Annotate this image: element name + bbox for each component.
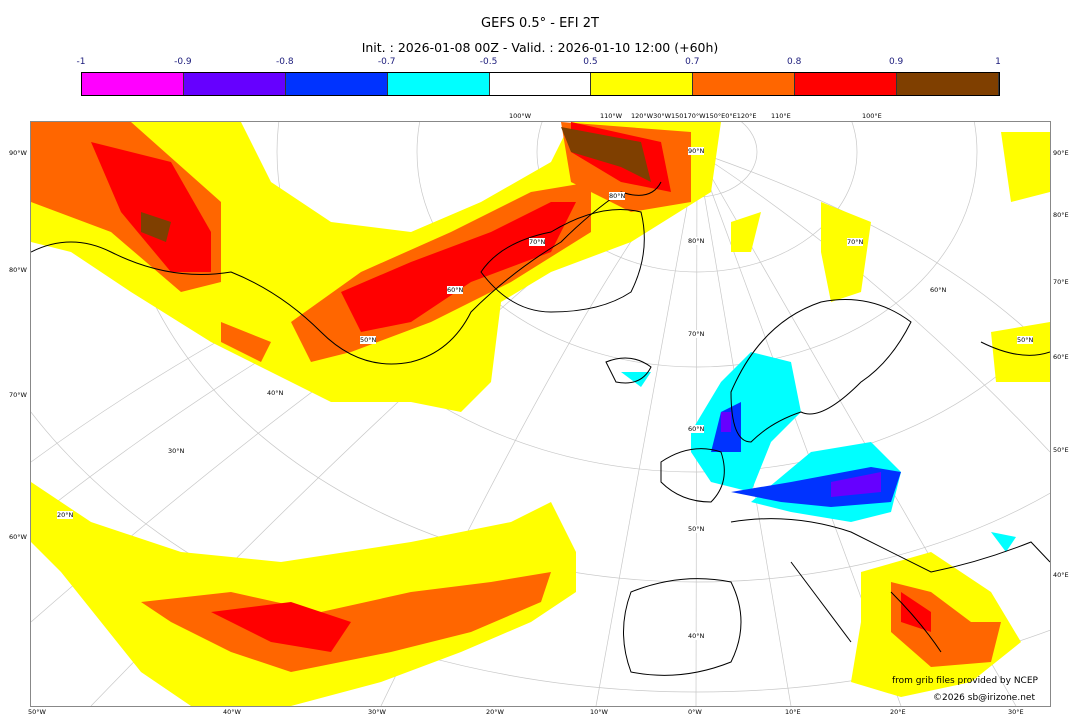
inner-axis-label: 30°N <box>168 447 185 455</box>
colorbar-swatch <box>489 73 592 95</box>
colorbar-swatch <box>285 73 388 95</box>
colorbar-tick-label: -0.8 <box>275 57 294 67</box>
top-axis-label: 110°W <box>600 112 623 120</box>
inner-axis-label: 70°N <box>688 330 705 338</box>
right-axis-label: 80°E <box>1053 211 1069 219</box>
left-axis-label: 80°W <box>9 266 27 274</box>
colorbar-tick-label: 0.9 <box>888 57 904 67</box>
colorbar <box>81 72 1000 96</box>
colorbar-tick-label: -1 <box>76 57 86 67</box>
inner-axis-label: 40°N <box>267 389 284 397</box>
colorbar-swatch <box>795 73 898 95</box>
bottom-axis-label: 10°W <box>590 708 608 716</box>
bottom-axis-label: 50°W <box>28 708 46 716</box>
right-axis-label: 60°E <box>1053 353 1069 361</box>
bottom-axis-label: 0°W <box>688 708 702 716</box>
colorbar-tick-label: -0.7 <box>377 57 396 67</box>
bottom-axis-label: 20°E <box>890 708 906 716</box>
inner-axis-label: 50°N <box>360 336 377 344</box>
bottom-axis-label: 20°W <box>486 708 504 716</box>
colorbar-swatch <box>591 73 694 95</box>
right-axis-label: 90°E <box>1053 149 1069 157</box>
top-axis-label: 100°W <box>509 112 532 120</box>
colorbar-tick-label: 0.5 <box>583 57 598 67</box>
right-axis-label: 40°E <box>1053 571 1069 579</box>
bottom-axis-label: 10°E <box>785 708 801 716</box>
inner-axis-label: 60°N <box>930 286 947 294</box>
inner-axis-label: 50°N <box>1017 336 1034 344</box>
colorbar-tick-label: -0.9 <box>174 57 192 67</box>
colorbar-tick-label: 0.7 <box>685 57 700 67</box>
top-axis-label: 120°W30°W150170°W150°E0°E120°E <box>631 112 757 120</box>
colorbar-tick-label: 0.8 <box>787 57 802 67</box>
inner-axis-label: 90°N <box>688 147 705 155</box>
inner-axis-label: 20°N <box>57 511 74 519</box>
inner-axis-label: 70°N <box>529 238 546 246</box>
left-axis-label: 90°W <box>9 149 27 157</box>
colorbar-swatch <box>387 73 490 95</box>
efi-field <box>31 122 1050 706</box>
coastlines <box>31 181 1050 676</box>
right-axis-label: 50°E <box>1053 446 1069 454</box>
inner-axis-label: 40°N <box>688 632 705 640</box>
inner-axis-label: 80°N <box>688 237 705 245</box>
map-title: GEFS 0.5° - EFI 2T <box>481 16 599 31</box>
colorbar-tick-label: 1 <box>995 57 1001 67</box>
bottom-axis-label: 40°W <box>223 708 241 716</box>
efi-purple <box>721 412 881 497</box>
colorbar-swatch <box>693 73 796 95</box>
efi-brown <box>141 127 651 242</box>
inner-axis-label: 60°N <box>447 286 464 294</box>
top-axis-label: 100°E <box>862 112 882 120</box>
inner-axis-label: 50°N <box>688 525 705 533</box>
copyright-credit: ©2026 sb@irizone.net <box>933 693 1035 703</box>
left-axis-label: 70°W <box>9 391 27 399</box>
inner-axis-label: 80°N <box>609 192 626 200</box>
colorbar-tick-label: -0.5 <box>479 57 498 67</box>
map-area <box>30 121 1051 707</box>
colorbar-swatch <box>183 73 286 95</box>
source-credit: from grib files provided by NCEP <box>892 676 1038 686</box>
colorbar-swatch <box>82 73 184 95</box>
top-axis-label: 110°E <box>771 112 791 120</box>
inner-axis-label: 70°N <box>847 238 864 246</box>
bottom-axis-label: 30°E <box>1008 708 1024 716</box>
colorbar-swatch <box>897 73 1000 95</box>
bottom-axis-label: 30°W <box>368 708 386 716</box>
inner-axis-label: 60°N <box>688 425 705 433</box>
left-axis-label: 60°W <box>9 533 27 541</box>
right-axis-label: 70°E <box>1053 278 1069 286</box>
map-subtitle: Init. : 2026-01-08 00Z - Valid. : 2026-0… <box>361 40 719 55</box>
